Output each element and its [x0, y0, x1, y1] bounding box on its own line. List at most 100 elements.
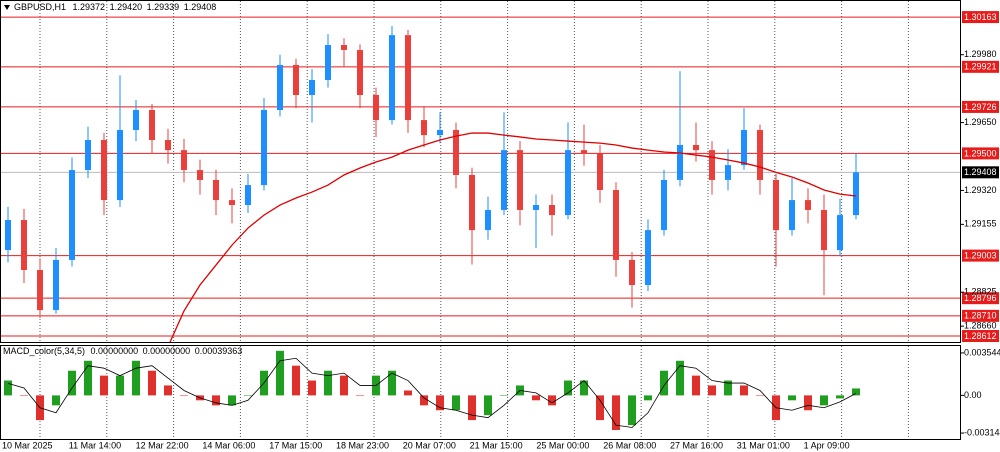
level-label-box [962, 147, 999, 160]
y-tick-label: -0.0031446 [964, 427, 1000, 437]
macd-bar [68, 370, 76, 396]
macd-bar [388, 370, 396, 396]
candle-body [693, 144, 699, 151]
candle-body [613, 190, 619, 260]
macd-bar [356, 395, 364, 396]
macd-bar [100, 375, 108, 396]
candle-body [565, 150, 571, 216]
macd-bar [484, 395, 492, 416]
current-price-label: 1.29408 [964, 167, 997, 177]
price-frame [0, 0, 961, 343]
macd-bar [468, 395, 476, 421]
candle-body [677, 144, 683, 180]
macd-bar [676, 360, 684, 396]
level-label: 1.29921 [964, 62, 997, 72]
candle-body [213, 179, 219, 201]
macd-bar [116, 375, 124, 396]
candle-body [133, 110, 139, 130]
macd-bar [500, 395, 508, 396]
candle-body [533, 205, 539, 210]
candle-body [165, 140, 171, 151]
macd-bar [244, 395, 252, 396]
x-tick-label: 10 Mar 2025 [2, 440, 53, 450]
candle-body [405, 35, 411, 121]
y-tick-label: 0.00 [964, 390, 982, 400]
macd-bar [436, 395, 444, 411]
level-label-box [962, 249, 999, 262]
header-value: 1.29372 [73, 2, 106, 12]
x-tick-label: 26 Mar 08:00 [603, 440, 656, 450]
candle-body [149, 110, 155, 141]
candle-body [341, 45, 347, 50]
candle-body [837, 215, 843, 251]
level-label: 1.29726 [964, 102, 997, 112]
macd-bar [692, 375, 700, 396]
candle-body [517, 150, 523, 210]
current-price-box [962, 166, 999, 179]
symbol: GBPUSD,H1 [14, 2, 66, 12]
macd-bar [292, 365, 300, 396]
level-label: 1.29003 [964, 250, 997, 260]
macd-bar [740, 385, 748, 396]
header-value: 0.00039363 [195, 346, 243, 356]
macd-header: MACD_color(5,34,5) 0.00000000 0.00000000… [3, 346, 242, 356]
indicator-name: MACD_color(5,34,5) [3, 346, 85, 356]
macd-bar [52, 395, 60, 406]
y-tick-label: 1.29320 [964, 185, 997, 195]
y-tick-label: 0.0035446 [964, 347, 1000, 357]
candle-body [709, 150, 715, 180]
macd-bar [308, 380, 316, 396]
candle-body [117, 129, 123, 201]
candle-body [389, 35, 395, 121]
candle-body [597, 153, 603, 191]
x-tick-label: 11 Mar 14:00 [69, 440, 121, 450]
level-label: 1.28612 [964, 331, 997, 341]
candle-body [453, 129, 459, 175]
candle-body [101, 140, 107, 201]
macd-bar [180, 395, 188, 396]
signal-line [7, 357, 857, 428]
macd-bar [580, 380, 588, 396]
header-value: 1.29420 [110, 2, 143, 12]
candle-body [373, 95, 379, 121]
level-label-box [962, 330, 999, 343]
candle-body [757, 129, 763, 180]
x-tick-label: 27 Mar 16:00 [670, 440, 723, 450]
menu-triangle [4, 5, 10, 10]
candle-body [805, 200, 811, 210]
macd-bar [788, 395, 796, 401]
candle-body [501, 150, 507, 210]
level-label-box [962, 11, 999, 24]
level-label-box [962, 60, 999, 73]
price-header: GBPUSD,H1 1.29372 1.29420 1.29339 1.2940… [14, 2, 216, 12]
candle-body [245, 185, 251, 206]
header-value: 0.00000000 [91, 346, 139, 356]
macd-bar [452, 395, 460, 411]
macd-bar [852, 388, 860, 396]
macd-bar [836, 395, 844, 399]
macd-bar [164, 385, 172, 396]
candle-body [581, 150, 587, 154]
candle-body [469, 174, 475, 231]
y-tick-label: 1.28825 [964, 287, 997, 297]
candle-body [741, 129, 747, 166]
moving-average [168, 132, 857, 343]
macd-bar [708, 385, 716, 396]
macd-bar [420, 395, 428, 406]
candle-body [293, 64, 299, 96]
candle-body [437, 129, 443, 136]
x-tick-label: 1 Apr 09:00 [804, 440, 850, 450]
candle-body [5, 220, 11, 251]
macd-bar [820, 395, 828, 406]
macd-bar [596, 395, 604, 421]
x-tick-label: 17 Mar 15:00 [269, 440, 322, 450]
candle-body [21, 220, 27, 270]
macd-frame [0, 345, 961, 440]
candle-body [485, 209, 491, 231]
y-tick-label: 1.29155 [964, 219, 997, 229]
candle-body [69, 170, 75, 260]
candle-body [309, 79, 315, 96]
level-label-box [962, 100, 999, 113]
candle-body [661, 179, 667, 231]
